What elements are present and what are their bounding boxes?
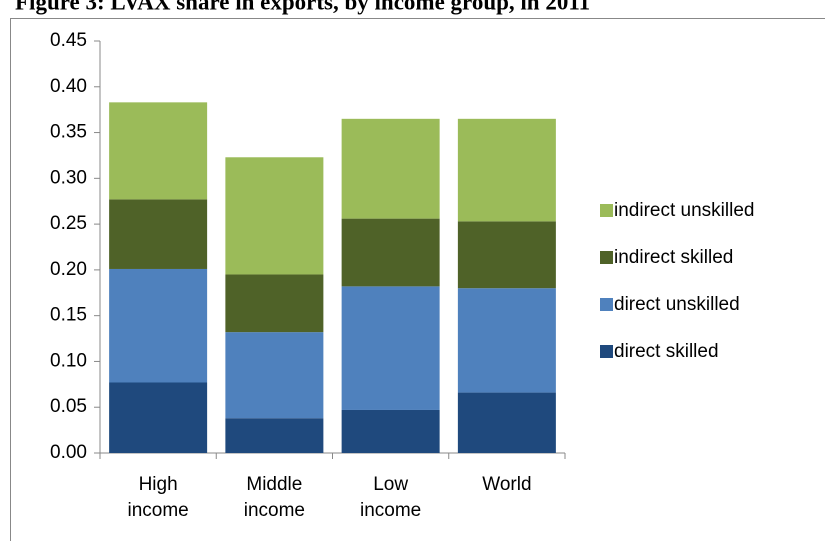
legend-swatch [600, 298, 613, 311]
y-tick-label: 0.00 [50, 442, 87, 463]
bar-segment [225, 157, 324, 275]
x-tick-label: Low income [360, 474, 421, 521]
bar-segment [109, 102, 208, 200]
y-tick-label: 0.05 [50, 396, 87, 417]
y-tick-label: 0.30 [50, 167, 87, 188]
x-tick-label: Middle income [244, 474, 305, 521]
chart-title: Figure 3: LVAX share in exports, by inco… [15, 0, 590, 14]
bar-segment [109, 382, 208, 453]
bar-segment [457, 118, 556, 222]
bar-segment [109, 199, 208, 269]
y-tick-label: 0.35 [50, 122, 87, 143]
legend-label: direct unskilled [614, 294, 740, 315]
y-tick-label: 0.40 [50, 76, 87, 97]
y-tick-label: 0.20 [50, 259, 87, 280]
x-tick-label: World [482, 474, 531, 495]
bar-segment [341, 118, 440, 219]
bar-segment [225, 274, 324, 333]
bar-segment [341, 409, 440, 453]
legend-label: indirect unskilled [614, 200, 754, 221]
x-tick-label: High income [128, 474, 189, 521]
y-tick-label: 0.45 [50, 30, 87, 51]
title-band [0, 0, 825, 17]
bar-segment [457, 221, 556, 289]
bar-segment [457, 288, 556, 393]
bar-segment [109, 268, 208, 383]
bar-segment [341, 286, 440, 410]
legend-label: indirect skilled [614, 247, 733, 268]
legend-label: direct skilled [614, 341, 719, 362]
bar-segment [225, 332, 324, 419]
y-tick-label: 0.15 [50, 305, 87, 326]
legend-swatch [600, 345, 613, 358]
chart-frame [10, 18, 825, 541]
bar-segment [225, 418, 324, 453]
bar-segment [341, 218, 440, 287]
y-tick-label: 0.25 [50, 213, 87, 234]
legend-swatch [600, 204, 613, 217]
legend-swatch [600, 251, 613, 264]
y-tick-label: 0.10 [50, 350, 87, 371]
bar-segment [457, 392, 556, 453]
